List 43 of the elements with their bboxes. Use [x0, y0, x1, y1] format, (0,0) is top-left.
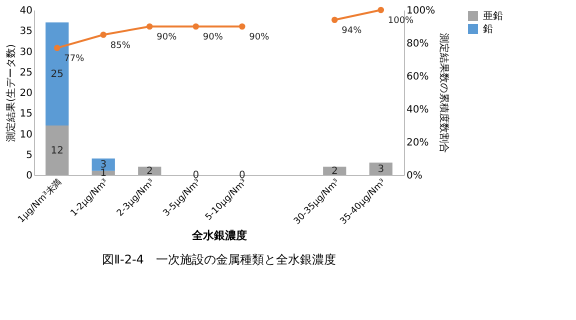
y-tick-label: 40: [20, 6, 32, 16]
y2-tick-label: 80%: [406, 38, 429, 50]
y-tick-label: 5: [26, 150, 32, 161]
y-tick-label: 10: [20, 129, 32, 140]
y2-tick-label: 40%: [406, 104, 429, 116]
y-tick-label: 30: [20, 46, 32, 58]
data-label: 94%: [342, 26, 362, 36]
point: [146, 23, 153, 30]
y2-tick-label: 100%: [406, 6, 436, 16]
y2-axis-title: 測定結果数の累積度数割合: [438, 33, 450, 153]
bar: [46, 126, 69, 175]
data-label: 25: [50, 68, 64, 80]
data-label: 90%: [202, 32, 224, 42]
y2-tick-label: 20%: [406, 138, 429, 148]
bar: [92, 170, 115, 175]
point: [331, 16, 338, 24]
text: 図Ⅱ-2-4 一次施設の金属種類と全水銀濃度: [102, 252, 336, 267]
point: [378, 6, 384, 14]
y-tick-label: 0: [26, 170, 32, 182]
y-tick-label: 25: [20, 67, 32, 78]
data-label: 3: [378, 164, 384, 175]
legend-label: 亜鉛: [483, 11, 503, 22]
data-label: 90%: [156, 32, 178, 42]
y-tick-label: 20: [20, 88, 32, 99]
point: [100, 32, 107, 38]
data-label: 85%: [110, 40, 131, 51]
point: [192, 23, 200, 30]
point: [54, 44, 60, 52]
y-tick-label: 15: [20, 108, 32, 120]
y-tick-label: 35: [20, 26, 32, 38]
data-label: 2: [331, 166, 338, 177]
data-label: 100%: [388, 16, 414, 26]
x-axis-title: 全水銀濃度: [191, 229, 247, 242]
data-label: 12: [50, 145, 64, 156]
legend-label: 鉛: [483, 24, 493, 35]
data-label: 90%: [249, 32, 270, 42]
y2-tick-label: 60%: [406, 72, 429, 82]
data-label: 1: [100, 168, 107, 179]
y2-tick-label: 0%: [406, 170, 422, 182]
data-label: 2: [146, 166, 153, 177]
bar: [369, 162, 392, 175]
y-axis-title: 測定結果(生データ数): [4, 44, 17, 142]
point: [238, 23, 246, 30]
